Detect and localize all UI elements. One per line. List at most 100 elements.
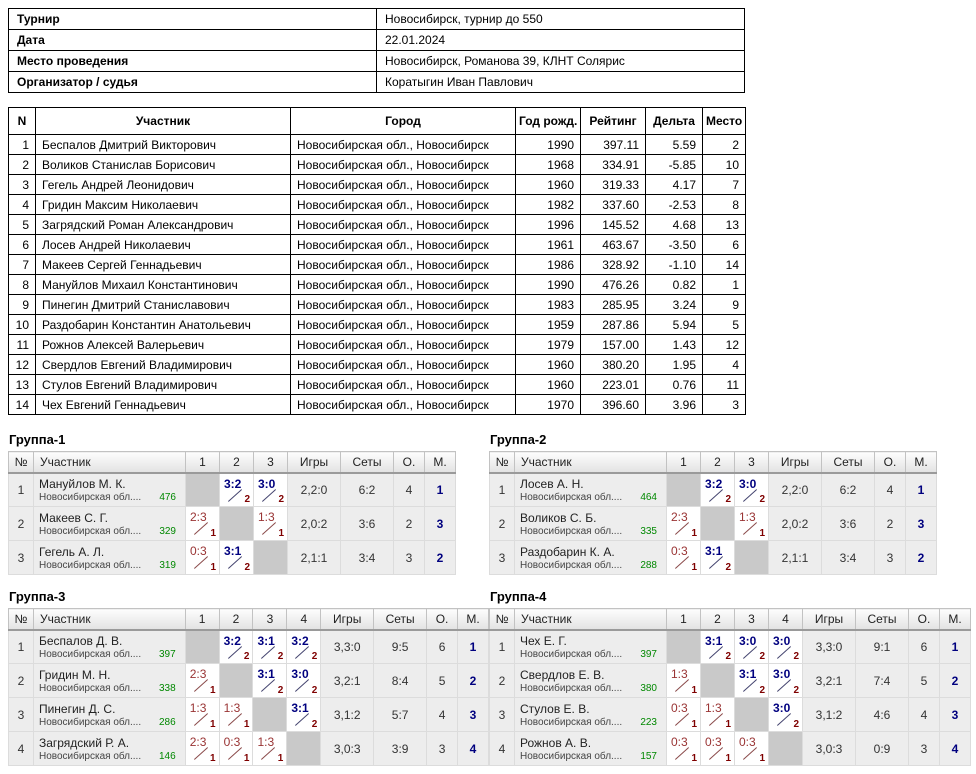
group-row-num: 2 — [8, 663, 34, 698]
group-participant-region: Новосибирская обл.... — [520, 491, 623, 503]
match-points: 2 — [244, 562, 250, 573]
participant-n: 5 — [8, 214, 36, 235]
self-match-cell — [666, 629, 701, 664]
match-score: 3:2 — [705, 476, 723, 491]
match-score: 3:0 — [773, 701, 791, 715]
match-result-cell: 1:3 1 — [253, 506, 288, 541]
self-match-cell — [184, 629, 220, 664]
group-row-num: 3 — [8, 540, 34, 575]
match-result-cell: 0:3 1 — [185, 540, 220, 575]
group-row-num: 3 — [8, 697, 34, 732]
match-result-cell: 3:1 2 — [219, 540, 254, 575]
group-block-3: Группа-3 № Участник 1 2 3 4 Игры Сеты О. М. 1 Беспа… — [8, 589, 489, 766]
participant-place: 5 — [702, 314, 746, 335]
group-row: 2 Макеев С. Г. Новосибирская обл.... 329 2:3… — [8, 506, 456, 541]
participant-city: Новосибирская обл., Новосибирск — [290, 254, 516, 275]
participant-row: 10 Раздобарин Константин Анатольевич Новос… — [8, 314, 746, 335]
participant-city: Новосибирская обл., Новосибирск — [290, 214, 516, 235]
group-participant-subline: Новосибирская обл.... 146 — [39, 751, 180, 762]
participant-row: 8 Мануйлов Михаил Константинович Новосибир… — [8, 274, 746, 295]
participant-delta: 4.68 — [645, 214, 703, 235]
col-header-num: № — [489, 608, 515, 631]
slash-divider — [776, 713, 792, 726]
slash-divider — [261, 747, 276, 760]
participant-name: Раздобарин Константин Анатольевич — [35, 314, 291, 335]
participants-table-body: 1 Беспалов Дмитрий Викторович Новосибирска… — [8, 134, 746, 415]
participant-n: 1 — [8, 134, 36, 155]
col-header-num: № — [489, 451, 515, 474]
self-match-cell — [700, 663, 735, 698]
group-table-2: № Участник 1 2 3 Игры Сеты О. М. 1 Лосев А. Н. Ново… — [489, 451, 937, 575]
slash-divider — [742, 645, 758, 659]
info-row: Место проведения Новосибирск, Романова 3… — [8, 50, 745, 72]
slash-divider — [674, 556, 690, 569]
match-result-cell: 3:2 2 — [700, 472, 735, 507]
group-participant-rating: 329 — [159, 525, 176, 537]
group-row-num: 2 — [489, 663, 515, 698]
group-points-cell: 5 — [908, 663, 940, 698]
group-row: 1 Беспалов Д. В. Новосибирская обл.... 397 3… — [8, 629, 489, 664]
participant-delta: -5.85 — [645, 154, 703, 175]
info-value: Коратыгин Иван Павлович — [376, 71, 745, 93]
match-score: 3:1 — [291, 701, 309, 715]
group-participant-name: Макеев С. Г. — [39, 510, 108, 525]
group-games-cell: 3,2:1 — [802, 663, 856, 698]
participant-city: Новосибирская обл., Новосибирск — [290, 294, 516, 315]
group-place-cell: 3 — [939, 697, 971, 732]
group-games-cell: 2,0:2 — [287, 506, 341, 541]
group-participant-cell: Гридин М. Н. Новосибирская обл.... 338 — [32, 663, 186, 698]
group-participant-name: Раздобарин К. А. — [520, 544, 615, 559]
match-points: 1 — [691, 528, 697, 539]
group-participant-name: Пинегин Д. С. — [38, 701, 116, 716]
match-points: 1 — [243, 719, 250, 730]
match-result-cell: 3:2 2 — [219, 472, 254, 507]
participant-delta: -3.50 — [645, 234, 703, 255]
group-place-cell: 1 — [424, 472, 456, 507]
col-header-round-4: 4 — [286, 608, 322, 631]
participant-place: 10 — [702, 154, 746, 175]
group-points-cell: 4 — [426, 697, 458, 732]
participant-delta: 1.95 — [645, 354, 703, 375]
match-result-cell: 3:0 2 — [734, 629, 769, 664]
col-header-participant: Участник — [32, 608, 186, 631]
group-row: 3 Стулов Е. В. Новосибирская обл.... 223 0:3… — [489, 697, 971, 732]
group-place-cell: 1 — [905, 472, 937, 507]
group-row: 1 Мануйлов М. К. Новосибирская обл.... 476 3… — [8, 472, 456, 507]
match-score: 2:3 — [190, 510, 207, 524]
col-header-round-3: 3 — [734, 451, 769, 474]
group-participant-rating: 335 — [640, 525, 657, 537]
col-header-place: М. — [424, 451, 456, 474]
col-header-round-2: 2 — [218, 608, 254, 631]
slash-divider — [227, 556, 243, 569]
group-place-cell: 3 — [424, 506, 456, 541]
group-table-header: № Участник 1 2 3 4 Игры Сеты О. М. — [489, 608, 971, 631]
group-row: 2 Воликов С. Б. Новосибирская обл.... 335 2:… — [489, 506, 937, 541]
group-row: 3 Гегель А. Л. Новосибирская обл.... 319 0:3… — [8, 540, 456, 575]
group-place-cell: 4 — [457, 731, 489, 766]
match-result-cell: 3:1 2 — [700, 540, 735, 575]
match-result-cell: 3:1 2 — [252, 629, 288, 664]
match-points: 1 — [691, 685, 697, 696]
group-participant-name: Чех Е. Г. — [520, 633, 567, 648]
col-header-points: О. — [426, 608, 458, 631]
col-header-place: М. — [939, 608, 971, 631]
slash-divider — [227, 645, 242, 659]
match-result-cell: 2:3 1 — [185, 506, 220, 541]
group-participant-rating: 319 — [159, 559, 176, 571]
slash-divider — [742, 679, 758, 692]
group-table-body: 1 Лосев А. Н. Новосибирская обл.... 464 3:2 2… — [489, 472, 937, 575]
group-participant-cell: Раздобарин К. А. Новосибирская обл.... 288 — [514, 540, 667, 575]
group-place-cell: 4 — [939, 731, 971, 766]
group-row-num: 4 — [8, 731, 34, 766]
participant-name: Беспалов Дмитрий Викторович — [35, 134, 291, 155]
self-match-cell — [666, 472, 701, 507]
group-header-row: № Участник 1 2 3 4 Игры Сеты О. М. — [489, 608, 971, 631]
group-participant-subline: Новосибирская обл.... 288 — [520, 560, 661, 571]
match-points: 1 — [277, 753, 284, 764]
col-header-round-1: 1 — [185, 451, 220, 474]
group-participant-rating: 380 — [640, 682, 657, 694]
group-table-4: № Участник 1 2 3 4 Игры Сеты О. М. 1 Чех Е. Г. Новос… — [489, 608, 971, 766]
group-participant-cell: Чех Е. Г. Новосибирская обл.... 397 — [514, 629, 667, 664]
group-participant-rating: 397 — [159, 648, 176, 660]
group-participant-cell: Пинегин Д. С. Новосибирская обл.... 286 — [32, 697, 186, 732]
